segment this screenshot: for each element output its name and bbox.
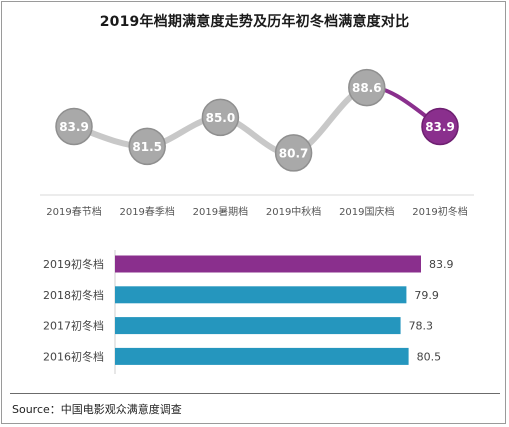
source-divider <box>10 393 500 394</box>
point-2 <box>201 98 240 137</box>
point-value-label-5: 83.9 <box>425 120 455 134</box>
bar-1 <box>115 286 407 304</box>
source-note: Source：中国电影观众满意度调查 <box>12 403 182 416</box>
bar-category-label-1: 2018初冬档 <box>43 288 104 302</box>
bar-value-label-3: 80.5 <box>417 350 442 363</box>
x-tick-label-0: 2019春节档 <box>46 205 101 218</box>
x-tick-label-3: 2019中秋档 <box>266 205 321 218</box>
point-value-label-0: 83.9 <box>59 120 89 134</box>
bar-category-label-0: 2019初冬档 <box>43 257 104 271</box>
x-tick-label-5: 2019初冬档 <box>412 205 467 218</box>
chart-title: 2019年档期满意度走势及历年初冬档满意度对比 <box>99 14 410 30</box>
point-value-label-2: 85.0 <box>206 111 236 125</box>
x-tick-label-2: 2019暑期档 <box>193 205 248 218</box>
x-tick-label-1: 2019春季档 <box>119 205 174 218</box>
x-tick-label-4: 2019国庆档 <box>339 205 394 218</box>
bar-2 <box>115 317 401 335</box>
bar-value-label-2: 78.3 <box>409 320 434 333</box>
point-4 <box>348 68 386 107</box>
point-3 <box>274 134 313 172</box>
bar-value-label-1: 79.9 <box>414 289 439 302</box>
bar-category-label-3: 2016初冬档 <box>43 349 104 363</box>
point-5 <box>421 107 459 146</box>
bar-category-label-2: 2017初冬档 <box>43 319 104 333</box>
point-value-label-1: 81.5 <box>132 140 162 154</box>
bar-3 <box>115 347 409 365</box>
point-0 <box>55 107 93 146</box>
point-1 <box>128 127 166 166</box>
point-value-label-3: 80.7 <box>279 146 309 160</box>
point-value-label-4: 88.6 <box>352 81 382 95</box>
bar-value-label-0: 83.9 <box>429 258 454 271</box>
bar-0 <box>115 255 421 273</box>
